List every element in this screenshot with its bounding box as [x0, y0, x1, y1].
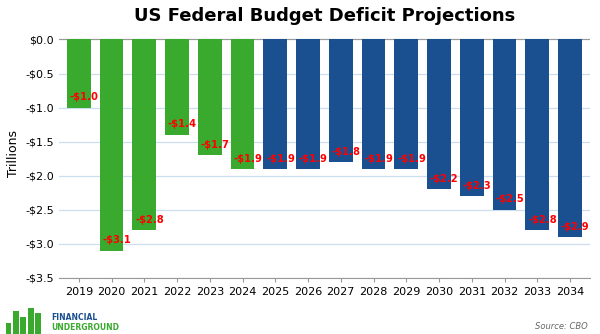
- Bar: [165, 39, 189, 135]
- Text: -$1.7: -$1.7: [200, 140, 229, 150]
- Y-axis label: Trillions: Trillions: [7, 130, 20, 177]
- Text: -$1.9: -$1.9: [397, 154, 426, 164]
- Text: UNDERGROUND: UNDERGROUND: [52, 323, 119, 332]
- Text: -$1.9: -$1.9: [266, 154, 295, 164]
- Text: -$1.8: -$1.8: [332, 147, 361, 157]
- Bar: [296, 39, 320, 169]
- Bar: [67, 39, 91, 108]
- Bar: [460, 39, 484, 196]
- Bar: [5, 323, 11, 334]
- Text: -$3.1: -$3.1: [103, 235, 131, 245]
- Text: -$2.9: -$2.9: [561, 222, 589, 232]
- Bar: [20, 317, 26, 334]
- Bar: [427, 39, 451, 189]
- Bar: [263, 39, 287, 169]
- Text: -$2.2: -$2.2: [430, 174, 458, 184]
- Text: -$1.0: -$1.0: [70, 92, 98, 102]
- Text: -$1.9: -$1.9: [299, 154, 328, 164]
- Bar: [198, 39, 221, 155]
- Bar: [394, 39, 418, 169]
- Text: -$1.9: -$1.9: [233, 154, 262, 164]
- Text: Source: CBO: Source: CBO: [535, 322, 588, 331]
- Bar: [13, 311, 19, 334]
- Bar: [526, 39, 549, 230]
- Text: -$2.8: -$2.8: [135, 215, 164, 225]
- Bar: [329, 39, 353, 162]
- Bar: [133, 39, 156, 230]
- Bar: [362, 39, 385, 169]
- Bar: [28, 308, 34, 334]
- Text: -$2.8: -$2.8: [528, 215, 557, 225]
- Title: US Federal Budget Deficit Projections: US Federal Budget Deficit Projections: [134, 7, 515, 25]
- Text: -$1.4: -$1.4: [168, 120, 197, 130]
- Bar: [558, 39, 582, 237]
- Text: -$2.5: -$2.5: [496, 194, 524, 204]
- Bar: [493, 39, 517, 210]
- Text: -$1.9: -$1.9: [364, 154, 393, 164]
- Text: FINANCIAL: FINANCIAL: [52, 313, 98, 322]
- Bar: [35, 313, 41, 334]
- Bar: [231, 39, 254, 169]
- Bar: [100, 39, 124, 251]
- Text: -$2.3: -$2.3: [463, 181, 491, 191]
